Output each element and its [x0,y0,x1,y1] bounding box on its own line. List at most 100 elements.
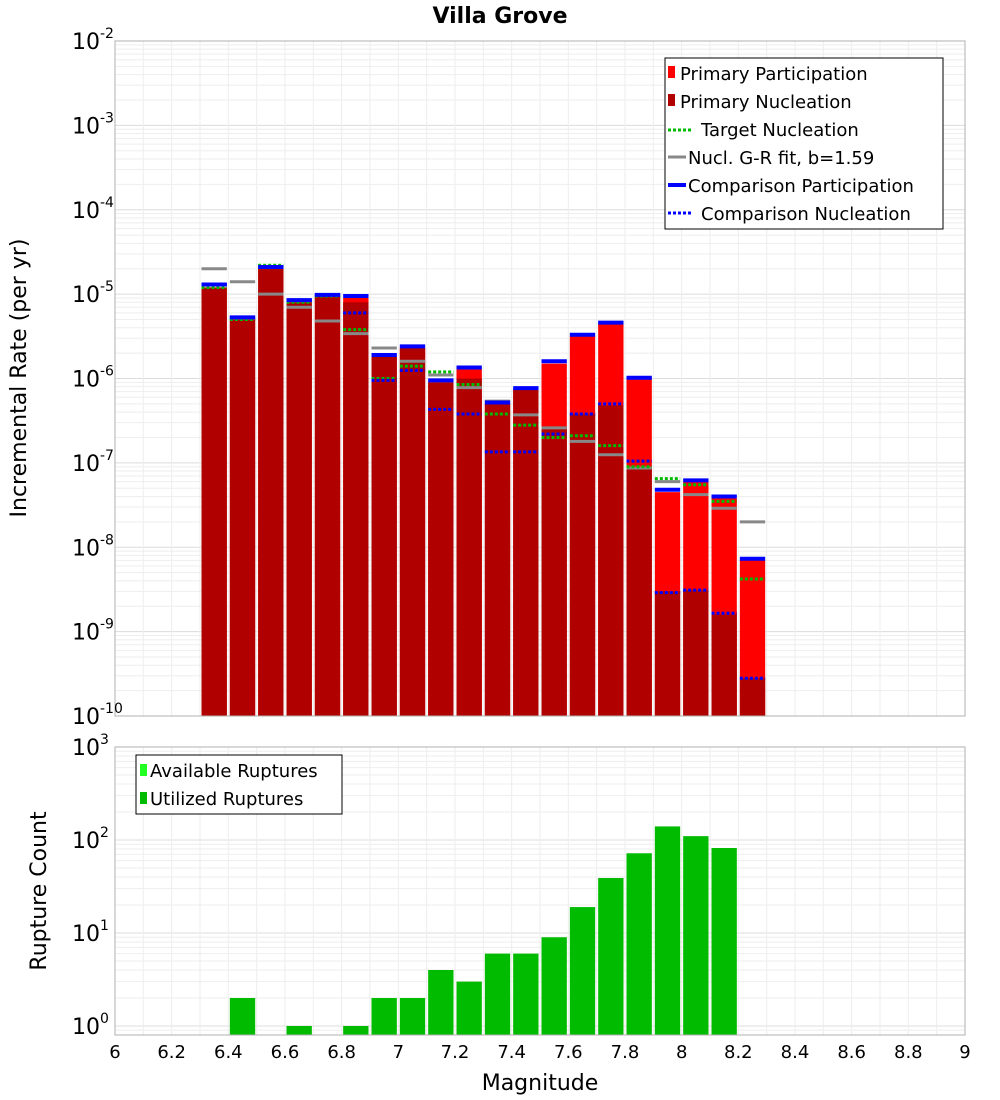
x-tick-label: 6.6 [271,1042,300,1063]
x-tick-label: 7.2 [441,1042,470,1063]
x-tick-label: 7.6 [554,1042,583,1063]
tick-base: 10 [72,199,100,224]
legend-swatch-primary-participation [668,66,675,78]
primary-nucleation-bar [428,382,454,716]
bottom-legend-box [135,754,343,815]
utilized-ruptures-bar [371,997,397,1035]
x-tick-label: 8.4 [781,1042,810,1063]
bottom-bars [229,826,737,1035]
x-tick-label: 6.8 [327,1042,356,1063]
chart-title: Villa Grove [432,4,567,29]
utilized-ruptures-bar [456,981,482,1035]
top-y-tick-label: 10-3 [72,110,114,139]
bottom-y-tick-label: 102 [72,825,109,854]
utilized-ruptures-bar [626,853,652,1035]
utilized-ruptures-bar [541,937,567,1035]
tick-base: 10 [72,452,100,477]
utilized-ruptures-bar [484,953,511,1035]
x-tick-label: 7 [393,1042,404,1063]
tick-base: 10 [72,736,100,761]
x-tick-labels: 6 6.2 6.4 6.6 6.8 7 7.2 7.4 7.6 7.8 8 8.2 8.4 8.6 8.8 9 [109,1042,970,1063]
utilized-ruptures-bar [343,1025,369,1035]
tick-base: 10 [72,1015,100,1040]
primary-nucleation-bar [484,403,511,716]
tick-exponent: -6 [100,364,114,380]
primary-nucleation-bar [371,356,397,716]
bottom-y-axis-label: Rupture Count [27,811,52,971]
legend-swatch-utilized-ruptures [140,792,147,804]
primary-nucleation-bar [654,591,681,716]
bottom-plot-frame [114,746,966,1036]
bottom-y-tick-label: 101 [72,918,109,947]
x-tick-label: 6 [109,1042,120,1063]
tick-base: 10 [72,368,100,393]
primary-nucleation-bar [569,413,596,716]
tick-exponent: -5 [100,279,114,295]
tick-exponent: 3 [100,732,109,748]
primary-nucleation-bar [314,296,341,716]
primary-nucleation-bar [343,302,369,716]
tick-exponent: -3 [100,110,114,126]
utilized-ruptures-bar [569,907,596,1035]
top-y-tick-label: 10-9 [72,617,114,646]
legend-swatch-primary-nucleation [668,94,675,106]
x-tick-label: 6.2 [157,1042,186,1063]
utilized-ruptures-bar [513,953,539,1035]
utilized-ruptures-bar [683,836,709,1035]
x-tick-label: 7.8 [611,1042,640,1063]
legend-label-primary-nucleation: Primary Nucleation [680,92,852,113]
top-y-tick-label: 10-2 [72,26,114,55]
tick-exponent: 2 [100,825,109,841]
bottom-y-tick-label: 103 [72,732,109,761]
tick-base: 10 [72,30,100,55]
x-axis-label: Magnitude [482,1071,599,1096]
tick-exponent: -10 [100,701,123,717]
legend-label-target-nucleation: Target Nucleation [700,120,859,141]
utilized-ruptures-bar [598,878,624,1035]
tick-base: 10 [72,829,100,854]
tick-exponent: -9 [100,617,114,633]
utilized-ruptures-bar [654,826,681,1035]
primary-nucleation-bar [201,287,227,716]
top-y-tick-label: 10-8 [72,532,114,561]
tick-exponent: -7 [100,448,114,464]
legend-label-primary-participation: Primary Participation [680,64,868,85]
primary-nucleation-bar [541,427,567,716]
tick-base: 10 [72,705,100,730]
x-tick-label: 8 [676,1042,687,1063]
tick-exponent: 0 [100,1011,109,1027]
tick-base: 10 [72,536,100,561]
primary-nucleation-bar [286,302,312,716]
x-tick-label: 8.8 [894,1042,923,1063]
top-plot-frame [114,40,966,717]
top-y-tick-label: 10-10 [72,701,123,730]
tick-exponent: -2 [100,26,114,42]
tick-exponent: -4 [100,195,114,211]
utilized-ruptures-bar [711,848,737,1035]
primary-nucleation-bar [598,405,624,716]
primary-nucleation-bar [229,319,256,716]
primary-nucleation-bar [683,590,709,716]
tick-exponent: -8 [100,532,114,548]
tick-base: 10 [72,114,100,139]
primary-nucleation-bar [626,466,652,716]
top-y-tick-label: 10-6 [72,364,114,393]
tick-base: 10 [72,283,100,308]
utilized-ruptures-bar [399,997,426,1035]
legend-label-comparison-participation: Comparison Participation [688,176,914,197]
bottom-y-tick-label: 100 [72,1011,109,1040]
tick-exponent: 1 [100,918,109,934]
primary-nucleation-bar [711,614,737,716]
utilized-ruptures-bar [428,969,454,1035]
primary-nucleation-bar [513,389,539,716]
x-tick-label: 9 [959,1042,970,1063]
top-bars [201,268,766,716]
legend-label-gr-fit: Nucl. G-R fit, b=1.59 [688,148,874,169]
primary-nucleation-bar [456,378,482,716]
x-tick-label: 8.2 [724,1042,753,1063]
x-tick-label: 7.4 [497,1042,526,1063]
